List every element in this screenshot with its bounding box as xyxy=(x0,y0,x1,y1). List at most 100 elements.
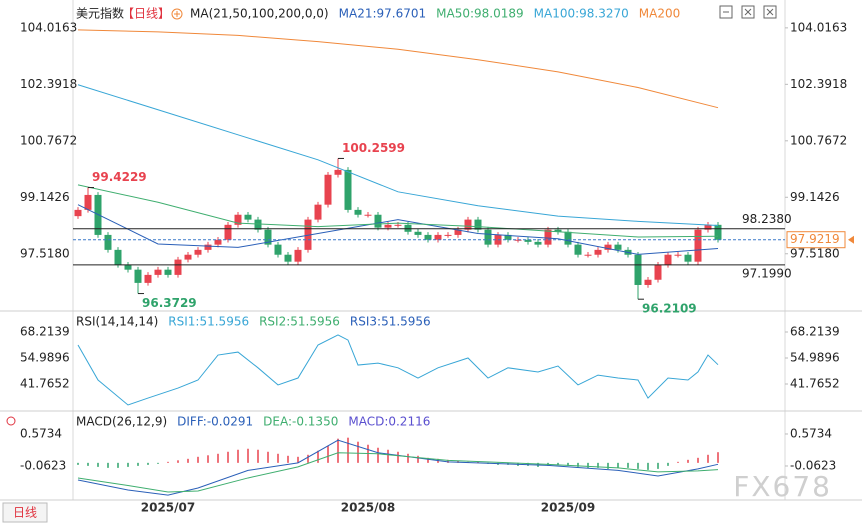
macd-bar xyxy=(317,450,319,463)
macd-bar xyxy=(357,441,359,463)
macd-bar xyxy=(657,462,659,469)
legend-entry: RSI3:51.5956 xyxy=(350,315,431,329)
period-button[interactable] xyxy=(2,502,48,523)
add-indicator-icon[interactable] xyxy=(171,8,183,20)
y-tick-label: 41.7652 xyxy=(790,377,840,391)
level-label: 97.1990 xyxy=(742,266,792,280)
legend-entry: MACD:0.2116 xyxy=(348,415,430,429)
macd-bar xyxy=(247,448,249,463)
x-tick-label: 2025/07 xyxy=(141,501,195,515)
candle-body xyxy=(154,269,162,275)
macd-bar xyxy=(677,461,679,463)
candle-body xyxy=(454,229,462,235)
macd-bar xyxy=(637,462,639,469)
candle-body xyxy=(664,254,672,265)
period-button-label[interactable]: 日线 xyxy=(13,506,37,520)
macd-bar xyxy=(567,462,569,466)
indicator-line xyxy=(77,452,719,493)
y-tick-label: 41.7652 xyxy=(20,377,70,391)
legend-entry: MA21:97.6701 xyxy=(339,7,427,21)
candle-body xyxy=(104,234,112,250)
candle-body xyxy=(514,239,522,241)
candle-body xyxy=(204,244,212,250)
macd-bar xyxy=(167,461,169,463)
y-tick-label: 0.5734 xyxy=(790,426,832,440)
macd-bar xyxy=(417,455,419,463)
toolbar-button[interactable] xyxy=(763,5,777,19)
macd-bar xyxy=(347,437,349,463)
indicator-line xyxy=(77,439,719,496)
last-price-tag xyxy=(786,231,846,249)
candle-body xyxy=(604,244,612,250)
candle-body xyxy=(444,234,452,236)
macd-bar xyxy=(97,462,99,467)
candle-body xyxy=(594,249,602,255)
macd-bar xyxy=(77,462,79,465)
y-tick-label: 97.5180 xyxy=(20,246,70,260)
candle-body xyxy=(434,234,442,240)
candle-body xyxy=(614,244,622,250)
y-tick-label: 104.0163 xyxy=(790,20,847,34)
period-label[interactable]: 【日线】 xyxy=(122,7,170,21)
candle-body xyxy=(704,224,712,230)
legend-entry: MACD(26,12,9) xyxy=(76,415,167,429)
candle-body xyxy=(314,204,322,220)
macd-bar xyxy=(607,462,609,469)
candle-body xyxy=(144,274,152,283)
candle-body xyxy=(174,259,182,275)
candle-body xyxy=(484,229,492,245)
macd-bar xyxy=(157,462,159,464)
y-tick-label: 99.1426 xyxy=(790,190,840,204)
legend-entry: MA50:98.0189 xyxy=(436,7,524,21)
last-price-label: 97.9219 xyxy=(790,232,840,246)
candle-body xyxy=(564,231,572,245)
candle-body xyxy=(284,254,292,262)
macd-bar xyxy=(557,462,559,465)
indicator-line xyxy=(77,84,719,227)
candle-body xyxy=(474,219,482,230)
candle-body xyxy=(184,254,192,260)
candle-body xyxy=(674,254,682,256)
macd-bar xyxy=(697,457,699,463)
legend-entry: MA(21,50,100,200,0,0) xyxy=(190,7,329,21)
macd-bar xyxy=(127,462,129,467)
macd-bar xyxy=(577,462,579,467)
candle-body xyxy=(414,231,422,235)
y-tick-label: 0.5734 xyxy=(20,426,62,440)
y-tick-label: 102.3918 xyxy=(20,77,77,91)
extreme-label: 99.4229 xyxy=(92,170,147,184)
candle-body xyxy=(634,254,642,285)
candle-body xyxy=(164,269,172,275)
candle-body xyxy=(254,219,262,230)
candle-body xyxy=(684,254,692,262)
toolbar-button[interactable] xyxy=(741,5,755,19)
macd-bar xyxy=(207,455,209,463)
toolbar-glyph xyxy=(744,8,752,16)
candle-body xyxy=(244,214,252,220)
indicator-line xyxy=(77,204,719,255)
macd-bar xyxy=(397,451,399,463)
y-tick-label: -0.0623 xyxy=(790,458,836,472)
candle-body xyxy=(84,194,92,210)
candle-body xyxy=(644,279,652,285)
candle-body xyxy=(124,264,132,270)
macd-bar xyxy=(307,454,309,463)
candle-body xyxy=(354,209,362,215)
candle-body xyxy=(714,224,722,240)
y-tick-label: 100.7672 xyxy=(20,133,77,147)
candle-body xyxy=(234,214,242,225)
y-tick-label: -0.0623 xyxy=(20,458,66,472)
macd-bar xyxy=(667,462,669,466)
y-tick-label: 102.3918 xyxy=(790,77,847,91)
macd-bar xyxy=(407,453,409,463)
toolbar-glyph xyxy=(766,8,774,16)
macd-bar xyxy=(687,459,689,463)
level-label: 98.2380 xyxy=(742,212,792,226)
macd-bar xyxy=(707,454,709,463)
toolbar-button[interactable] xyxy=(719,5,733,19)
candle-body xyxy=(134,269,142,283)
chart-title: 美元指数 xyxy=(76,6,124,21)
macd-bar xyxy=(427,457,429,463)
settings-icon[interactable] xyxy=(6,416,16,426)
